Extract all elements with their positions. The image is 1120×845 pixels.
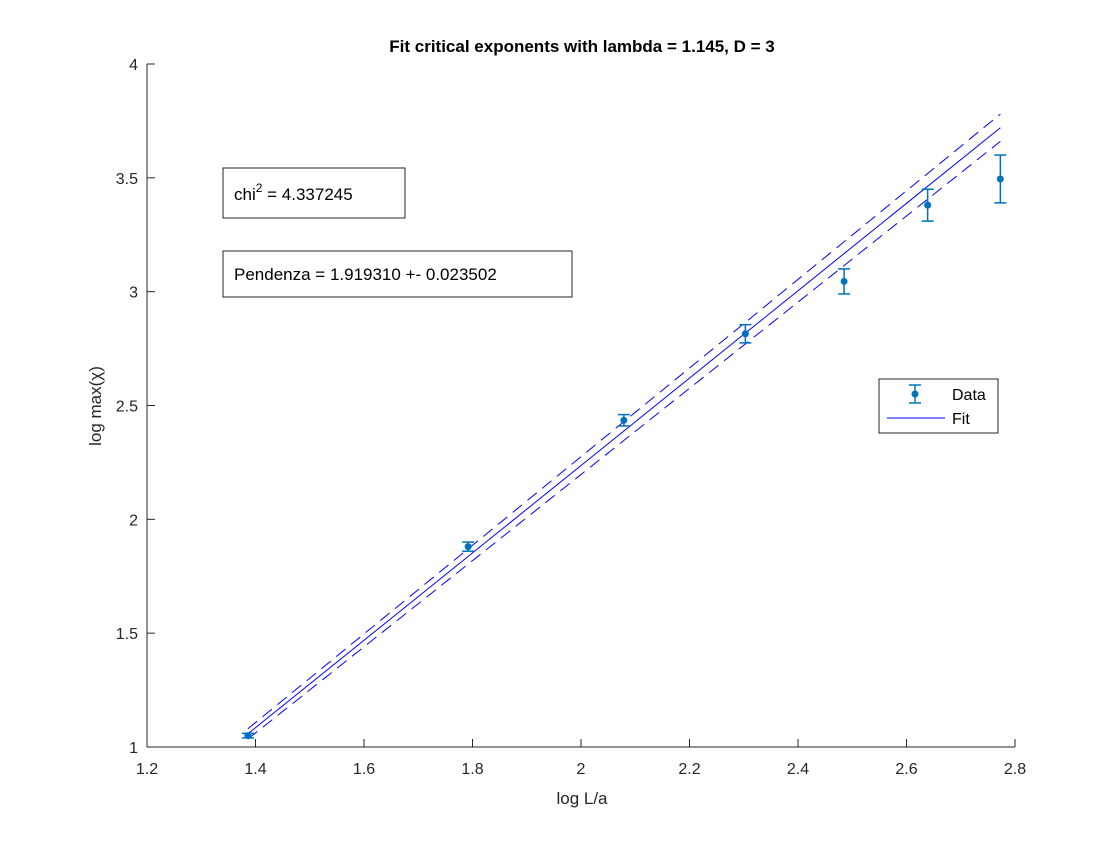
data-point	[838, 268, 851, 295]
data-point	[462, 541, 475, 552]
chi-squared-text: chi2 = 4.337245	[234, 181, 353, 204]
x-tick-label: 2.2	[678, 761, 700, 778]
data-point	[921, 188, 934, 222]
x-ticks: 1.2 1.4 1.6 1.8 2 2.2 2.4 2.6 2.8	[136, 739, 1026, 778]
slope-box	[222, 250, 573, 298]
y-tick-label: 2.5	[116, 399, 138, 416]
legend-data-label: Data	[952, 387, 986, 404]
x-tick-label: 2.6	[895, 761, 917, 778]
x-tick-label: 1.6	[353, 761, 375, 778]
y-tick-label: 3.5	[116, 171, 138, 188]
data-marker	[840, 277, 848, 285]
legend-data-marker	[909, 384, 921, 404]
chi-superscript: 2	[256, 181, 263, 195]
data-marker	[924, 201, 932, 209]
x-tick-label: 1.4	[244, 761, 266, 778]
y-tick-label: 4	[129, 57, 138, 74]
data-marker	[996, 175, 1004, 183]
y-tick-label: 1.5	[116, 626, 138, 643]
legend: Data Fit	[878, 378, 999, 434]
data-points	[241, 154, 1007, 740]
data-point	[617, 413, 630, 427]
y-tick-label: 2	[129, 512, 138, 529]
fit-confidence-line	[247, 141, 1001, 740]
y-tick-label: 1	[129, 740, 138, 757]
y-tick-label: 3	[129, 285, 138, 302]
legend-box	[878, 378, 999, 434]
data-marker	[244, 732, 252, 740]
data-marker	[464, 543, 472, 551]
legend-fit-label: Fit	[952, 411, 970, 428]
chi-squared-box	[222, 167, 406, 219]
chi-squared-annotation: chi2 = 4.337245	[222, 167, 406, 219]
x-tick-label: 2.4	[787, 761, 809, 778]
slope-text: Pendenza = 1.919310 +- 0.023502	[234, 265, 497, 284]
x-tick-label: 2.8	[1004, 761, 1026, 778]
data-point	[739, 323, 752, 344]
x-tick-label: 2	[577, 761, 586, 778]
data-marker	[741, 330, 749, 338]
y-ticks: 1 1.5 2 2.5 3 3.5 4	[116, 57, 155, 757]
data-point	[241, 732, 254, 740]
x-tick-label: 1.2	[136, 761, 158, 778]
data-point	[994, 154, 1007, 204]
x-tick-label: 1.8	[461, 761, 483, 778]
slope-annotation: Pendenza = 1.919310 +- 0.023502	[222, 250, 573, 298]
fit-line	[247, 127, 1001, 735]
x-axis-label: log L/a	[556, 789, 608, 808]
chart-title: Fit critical exponents with lambda = 1.1…	[389, 37, 774, 56]
y-axis-label: log max(χ)	[86, 366, 105, 446]
chi-prefix: chi	[234, 185, 256, 204]
chi-value: = 4.337245	[262, 185, 352, 204]
data-marker	[620, 416, 628, 424]
